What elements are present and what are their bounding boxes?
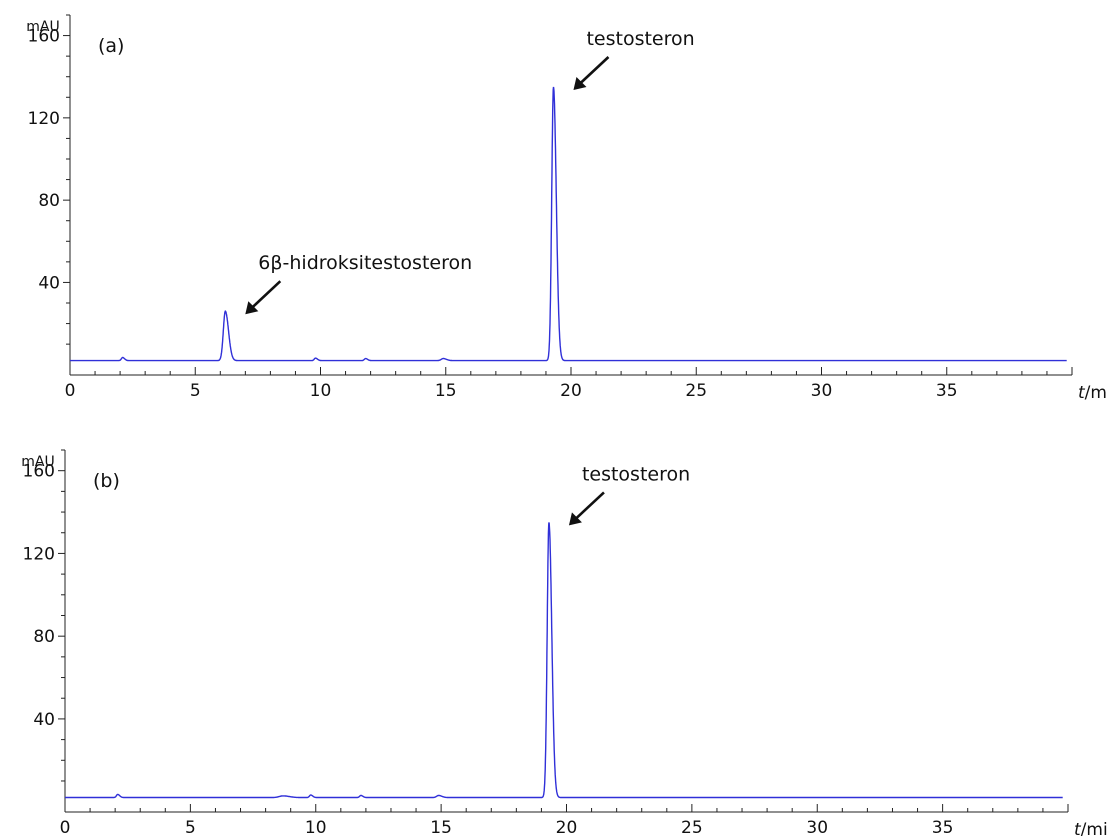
x-tick-label: 10 <box>305 818 327 836</box>
annotation-arrow-head <box>573 77 587 90</box>
annotation-arrow-shaft <box>573 491 605 522</box>
annotation-label: 6β-hidroksitestosteron <box>258 252 472 274</box>
x-tick-label: 20 <box>556 818 578 836</box>
annotation-arrow-head <box>245 301 259 315</box>
x-tick-label: 0 <box>60 818 71 836</box>
peak-apex-point <box>116 793 119 796</box>
peak-apex-point <box>442 357 445 360</box>
y-tick-label: 120 <box>28 109 60 129</box>
x-tick-label: 20 <box>560 381 582 401</box>
peak-apex-point <box>314 357 317 360</box>
y-tick-label: 160 <box>23 462 55 482</box>
peak-apex-point <box>121 356 124 359</box>
x-axis-label-variable: t <box>1078 383 1086 403</box>
peak-apex-point <box>364 357 367 360</box>
panel-label: (b) <box>93 470 120 492</box>
peak-apex-point <box>547 521 550 524</box>
y-tick-label: 40 <box>33 710 55 730</box>
x-axis-label: t/min <box>1078 383 1107 403</box>
x-tick-label: 15 <box>430 818 452 836</box>
x-axis-label: t/min <box>1074 820 1107 836</box>
peak-apex-point <box>282 794 285 797</box>
y-axis-unit-label: mAU <box>21 454 54 470</box>
x-tick-label: 30 <box>806 818 828 836</box>
x-tick-label: 0 <box>65 381 76 401</box>
peak-apex-point <box>359 794 362 797</box>
x-tick-label: 35 <box>932 818 954 836</box>
annotation-label: testosteron <box>586 28 694 50</box>
x-tick-label: 30 <box>811 381 833 401</box>
annotation-arrow-shaft <box>249 280 282 311</box>
peak-apex-point <box>309 794 312 797</box>
x-tick-label: 35 <box>936 381 958 401</box>
x-tick-label: 5 <box>190 381 201 401</box>
x-axis-label-unit: /min <box>1085 383 1107 403</box>
peak-annotation: 6β-hidroksitestosteron <box>245 252 472 315</box>
annotation-arrow-head <box>568 512 582 526</box>
x-tick-label: 25 <box>681 818 703 836</box>
annotation-label: testosteron <box>582 463 690 485</box>
annotation-arrow-shaft <box>577 56 610 86</box>
chromatogram-trace <box>70 86 1067 362</box>
y-axis-unit-label: mAU <box>26 19 59 35</box>
x-tick-label: 5 <box>185 818 196 836</box>
y-tick-label: 40 <box>38 273 60 293</box>
x-tick-label: 10 <box>310 381 332 401</box>
peak-apex-point <box>552 86 555 89</box>
panel-label: (a) <box>98 35 124 57</box>
y-tick-label: 160 <box>28 27 60 47</box>
peak-apex-point <box>224 310 227 313</box>
peak-apex-point <box>437 794 440 797</box>
x-tick-label: 15 <box>435 381 457 401</box>
peak-annotation: testosteron <box>568 463 690 526</box>
y-tick-label: 120 <box>23 544 55 564</box>
y-tick-label: 80 <box>33 627 55 647</box>
y-tick-label: 80 <box>38 191 60 211</box>
x-axis-label-variable: t <box>1074 820 1082 836</box>
x-tick-label: 25 <box>685 381 707 401</box>
x-axis-label-unit: /min <box>1081 820 1107 836</box>
peak-annotation: testosteron <box>573 28 695 90</box>
chromatogram-trace <box>65 522 1063 799</box>
